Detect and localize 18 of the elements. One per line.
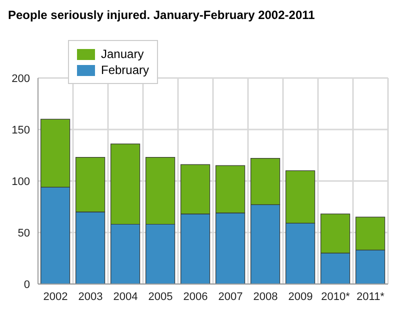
x-tick-label: 2007	[218, 290, 243, 303]
y-tick-label: 50	[18, 227, 30, 240]
x-tick-label: 2003	[78, 290, 103, 303]
x-tick-label: 2010*	[321, 290, 351, 303]
x-tick-label: 2009	[288, 290, 313, 303]
x-tick-label: 2008	[253, 290, 278, 303]
y-tick-label: 100	[12, 176, 30, 188]
x-tick-label: 2002	[43, 290, 68, 303]
legend-label: February	[101, 63, 150, 77]
chart-title: People seriously injured. January-February 2002-2011	[8, 8, 316, 22]
y-tick-label: 200	[12, 72, 30, 85]
y-tick-label: 0	[24, 278, 30, 291]
x-tick-label: 2004	[113, 290, 138, 303]
x-tick-label: 2005	[148, 290, 173, 303]
x-tick-label: 2006	[183, 290, 208, 303]
x-tick-label: 2011*	[356, 290, 386, 303]
legend-label: January	[101, 47, 144, 61]
y-tick-label: 150	[12, 124, 30, 136]
